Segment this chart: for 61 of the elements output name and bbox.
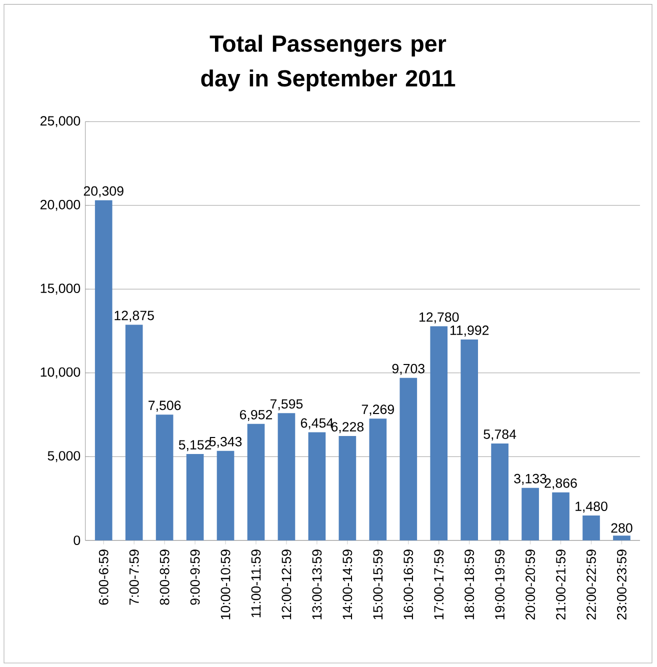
data-label: 20,309 [84, 186, 124, 198]
x-tick-label: 18:00-18:59 [464, 550, 474, 620]
x-tick-label: 23:00-23:59 [617, 550, 626, 620]
bar [491, 443, 508, 540]
bar [247, 424, 265, 540]
bar [369, 418, 387, 540]
x-tick-label: 17:00-17:59 [434, 550, 444, 620]
x-tick-label: 15:00-15:59 [373, 550, 383, 620]
bar [186, 454, 204, 540]
y-tick-label: 10,000 [40, 367, 80, 378]
data-label: 11,992 [450, 326, 489, 337]
y-tick-label: 15,000 [40, 284, 80, 295]
bar [156, 414, 174, 540]
x-tick-label: 10:00-10:59 [220, 550, 230, 620]
bar [94, 200, 112, 540]
data-label: 12,780 [419, 312, 459, 324]
bar [125, 324, 143, 540]
y-tick-label: 5,000 [48, 451, 80, 462]
bar [400, 378, 418, 540]
data-label: 6,228 [331, 422, 364, 434]
bar [278, 413, 296, 540]
x-tick-label: 8:00-8:59 [160, 550, 170, 605]
data-label: 7,269 [362, 404, 394, 416]
x-tick-label: 22:00-22:59 [586, 550, 596, 620]
x-tick-label: 7:00-7:59 [129, 550, 139, 605]
data-label: 6,454 [300, 418, 334, 430]
x-tick-label: 16:00-16:59 [404, 550, 414, 620]
y-tick-label: 0 [74, 536, 80, 546]
data-label: 9,703 [392, 364, 424, 375]
data-label: 2,866 [544, 478, 577, 490]
data-label: 3,133 [514, 474, 546, 485]
data-label: 1,480 [576, 502, 608, 513]
bar [613, 536, 630, 540]
x-tick-label: 13:00-13:59 [312, 550, 322, 620]
x-tick-label: 12:00-12:59 [282, 550, 292, 620]
x-tick-label: 20:00-20:59 [526, 550, 536, 620]
x-tick-label: 19:00-19:59 [495, 550, 505, 620]
data-label: 7,595 [270, 399, 303, 410]
x-tick-label: 11:00-11:59 [251, 550, 261, 618]
y-tick-label: 20,000 [40, 200, 80, 211]
bar [522, 488, 539, 540]
x-tick-label: 14:00-14:59 [342, 550, 352, 620]
data-label: 5,152 [178, 440, 212, 452]
data-label: 12,875 [114, 310, 154, 322]
bar [460, 340, 478, 540]
bar [338, 436, 356, 540]
data-label: 5,784 [484, 430, 516, 441]
bar [216, 450, 234, 540]
data-label: 7,506 [148, 400, 181, 412]
bar [582, 516, 600, 540]
chart-title: Total Passengers per day in September 2011 [201, 34, 456, 92]
bar [552, 492, 570, 540]
bar [308, 432, 326, 540]
data-label: 280 [611, 523, 632, 533]
x-tick-label: 9:00-9:59 [190, 550, 200, 605]
y-tick-label: 25,000 [40, 116, 80, 128]
data-label: 6,952 [240, 410, 272, 421]
x-tick-label: 21:00-21:59 [556, 550, 566, 620]
data-label: 5,343 [209, 436, 242, 448]
bar [430, 326, 448, 540]
x-tick-label: 6:00-6:59 [98, 550, 108, 605]
